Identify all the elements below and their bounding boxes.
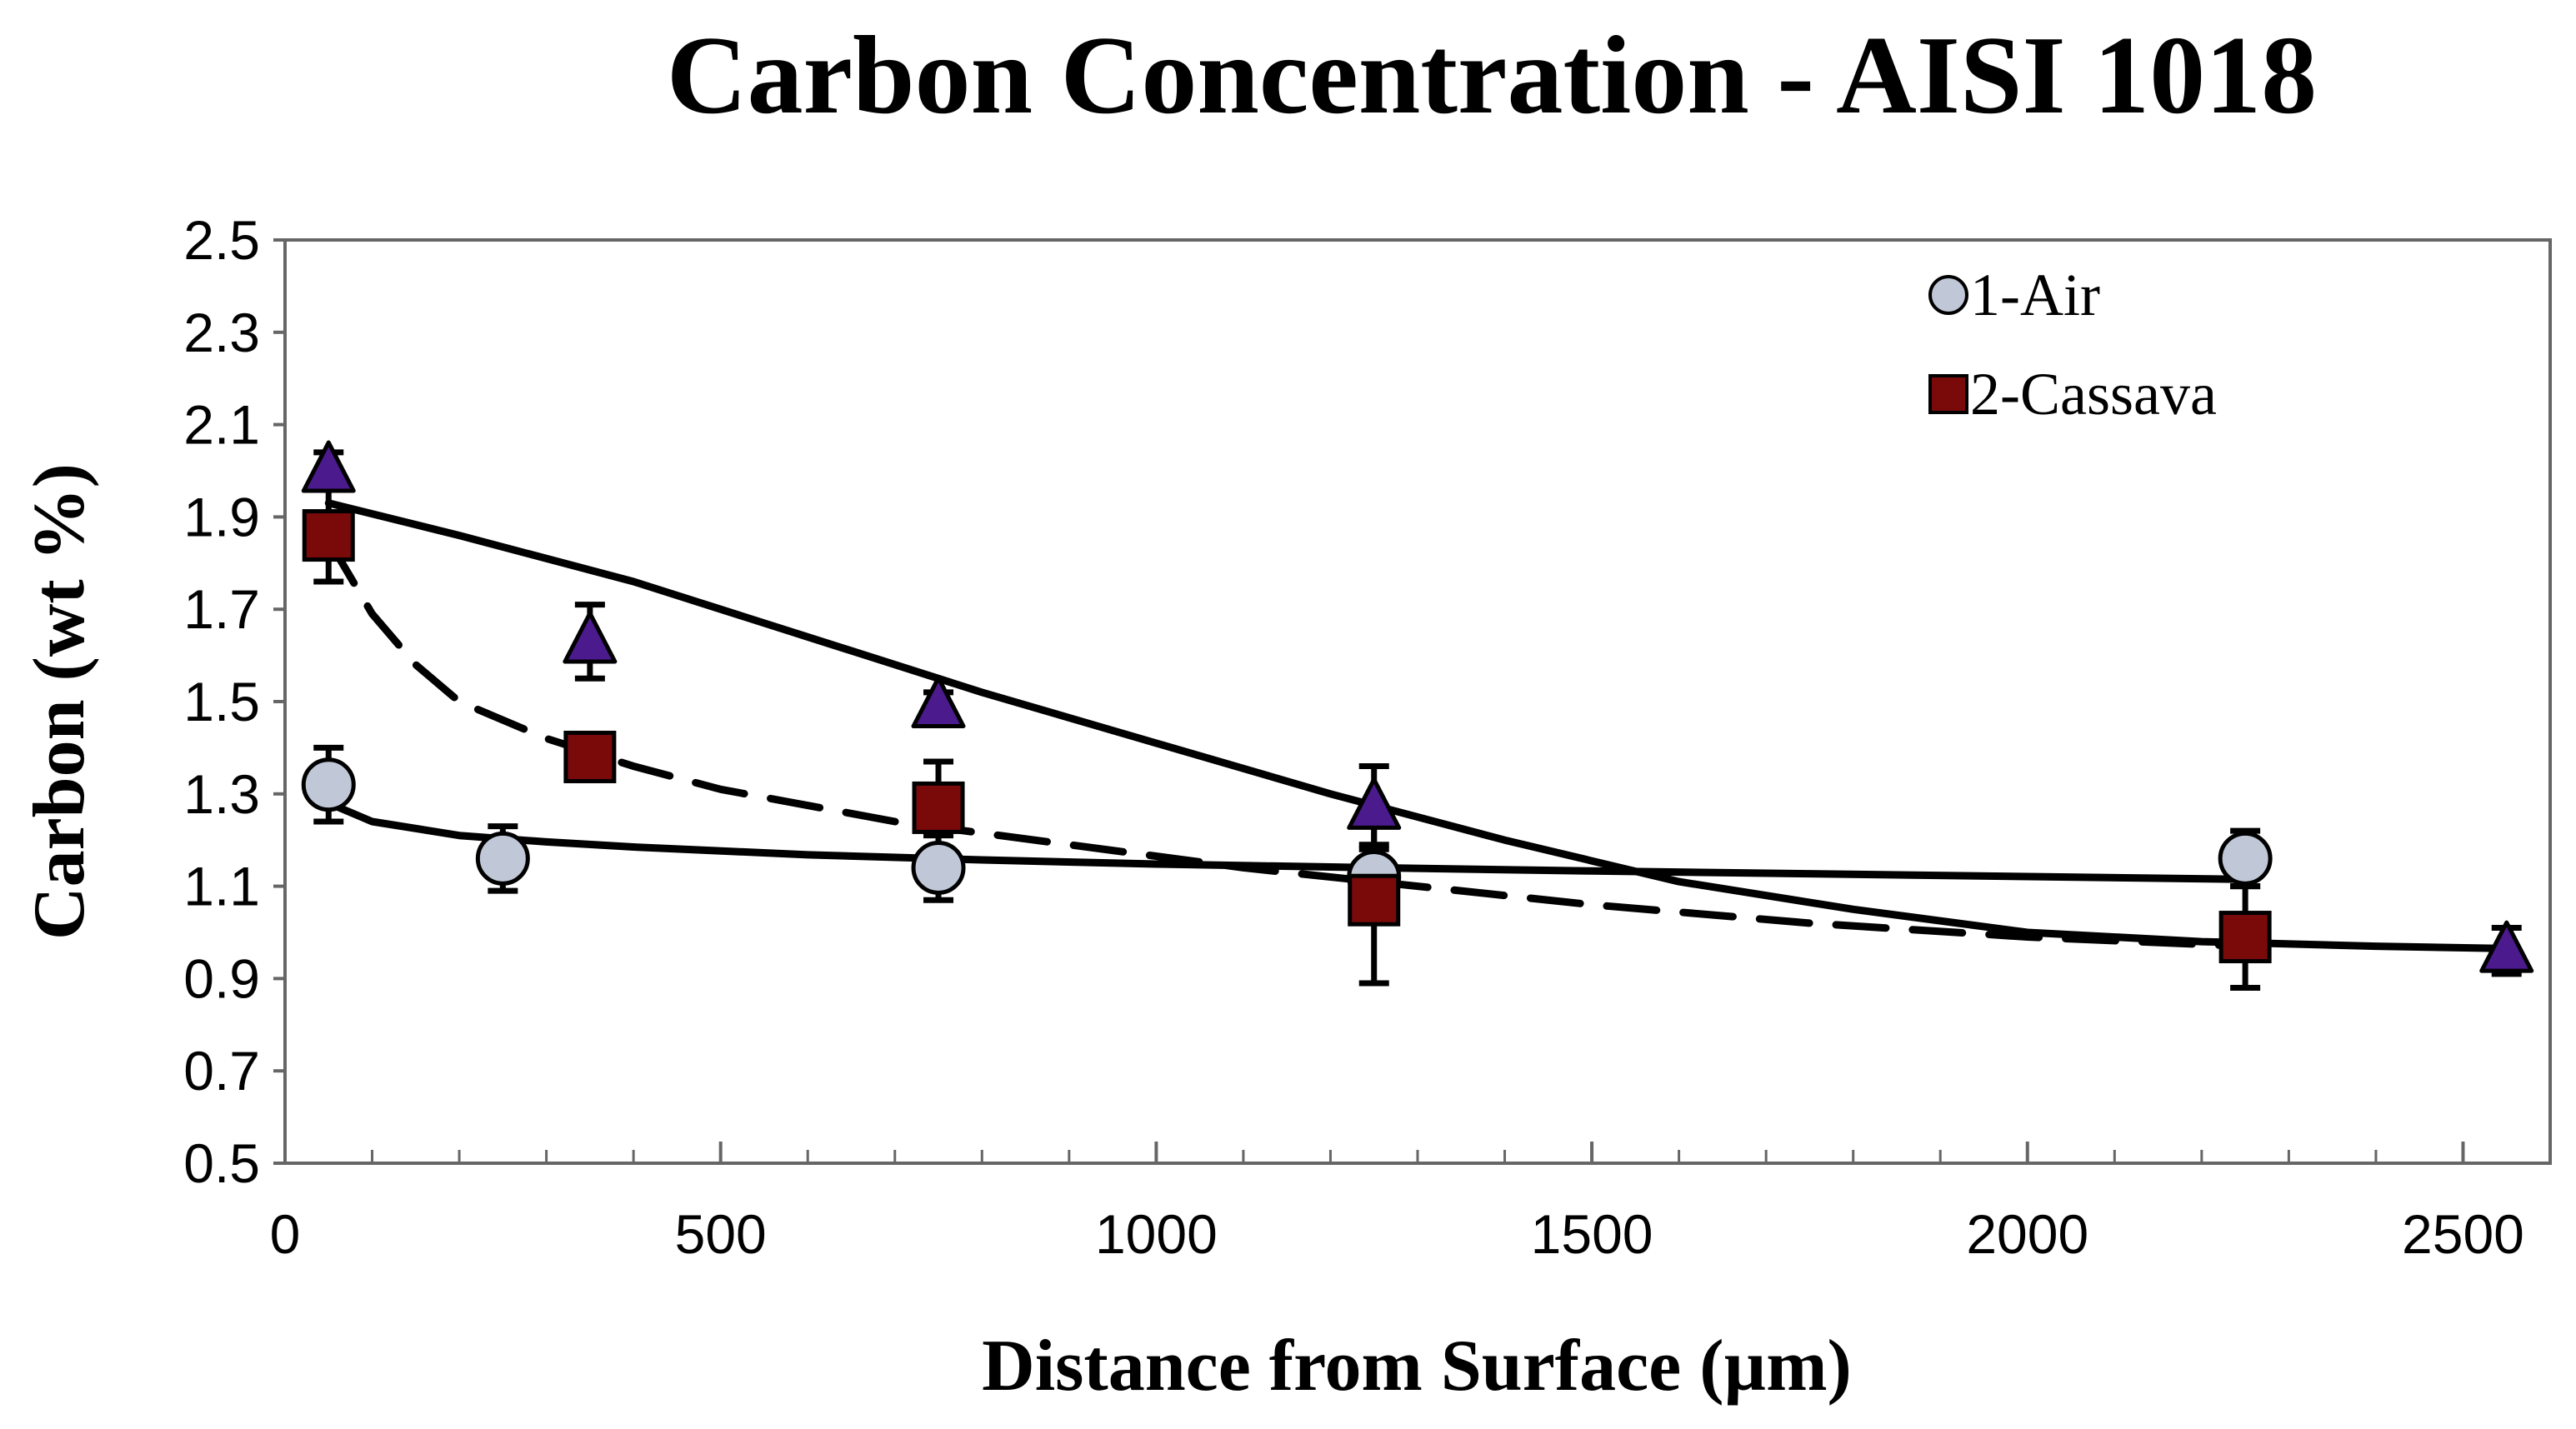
y-tick-label-8: 2.1 <box>183 394 260 456</box>
x-tick-label-0: 0 <box>270 1203 301 1265</box>
y-tick-label-3: 1.1 <box>183 856 260 917</box>
y-tick-label-4: 1.3 <box>183 763 260 825</box>
x-tick-label-1: 500 <box>675 1203 767 1265</box>
legend-label-cassava: 2-Cassava <box>1970 361 2217 427</box>
y-tick-label-6: 1.7 <box>183 578 260 640</box>
y-axis-ticks: 0.5 0.7 0.9 1.1 1.3 1.5 1.7 1.9 2.1 2.3 2.5 <box>183 209 285 1194</box>
data-point-triangle-3 <box>1347 777 1402 830</box>
data-point-square-1 <box>563 730 617 783</box>
y-tick-label-9: 2.3 <box>183 302 260 363</box>
y-tick-label-0: 0.5 <box>183 1132 260 1194</box>
data-point-square-3 <box>1348 873 1401 927</box>
x-tick-label-2: 1000 <box>1095 1203 1218 1265</box>
legend-marker-air <box>1928 275 1968 315</box>
x-axis-ticks: 0 500 1000 1500 2000 2500 <box>270 1142 2524 1265</box>
chart-title: Carbon Concentration - AISI 1018 <box>667 13 2317 137</box>
x-tick-label-5: 2500 <box>2402 1203 2524 1265</box>
data-point-triangle-2 <box>911 676 966 729</box>
legend-label-air: 1-Air <box>1970 262 2100 328</box>
data-point-square-4 <box>2218 911 2272 964</box>
y-axis-title: Carbon (wt %) <box>19 463 100 940</box>
trendline-1 <box>324 536 2249 951</box>
legend-marker-cassava <box>1928 374 1968 414</box>
y-tick-label-2: 0.9 <box>183 947 260 1009</box>
data-markers <box>301 440 2534 973</box>
plot-area <box>283 238 2552 1165</box>
y-tick-label-1: 0.7 <box>183 1040 260 1102</box>
data-point-triangle-4 <box>2479 920 2534 973</box>
data-point-circle-4 <box>2218 831 2273 886</box>
y-tick-label-10: 2.5 <box>183 209 260 271</box>
x-axis-title: Distance from Surface (µm) <box>982 1326 1852 1407</box>
data-point-triangle-0 <box>301 440 356 493</box>
x-tick-label-4: 2000 <box>1966 1203 2088 1265</box>
data-point-square-0 <box>302 509 355 562</box>
trendlines <box>324 499 2511 952</box>
x-tick-label-3: 1500 <box>1531 1203 1653 1265</box>
data-point-circle-0 <box>301 757 356 812</box>
x-minor-ticks <box>371 1150 2378 1163</box>
data-point-circle-2 <box>911 840 966 895</box>
legend: 1-Air 2-Cassava <box>1928 262 2217 427</box>
y-tick-label-7: 1.9 <box>183 486 260 547</box>
data-point-triangle-1 <box>563 611 618 664</box>
y-tick-label-5: 1.5 <box>183 671 260 732</box>
trendline-0 <box>324 799 2249 883</box>
data-point-square-2 <box>912 781 965 834</box>
data-point-circle-1 <box>475 831 530 886</box>
trendline-2 <box>324 499 2511 952</box>
